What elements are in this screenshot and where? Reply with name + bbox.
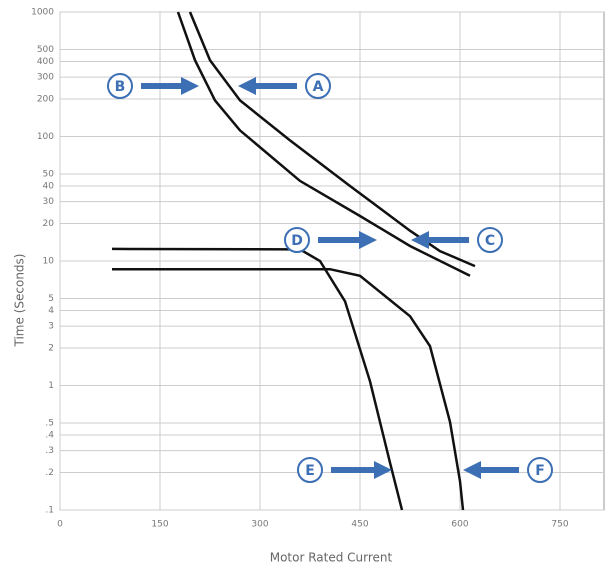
x-tick-label: 0 — [57, 520, 63, 530]
y-tick-label: 100 — [37, 132, 54, 142]
y-tick-label: 1000 — [31, 8, 54, 18]
x-tick-label: 300 — [251, 520, 268, 530]
y-tick-label: .4 — [45, 431, 54, 441]
y-tick-label: 200 — [37, 95, 54, 105]
x-tick-label: 750 — [551, 520, 568, 530]
curve — [188, 11, 476, 268]
annotation-label: D — [291, 233, 303, 249]
annotation-circle — [477, 227, 503, 253]
annotation-circle — [305, 73, 331, 99]
annotation-label: C — [485, 233, 495, 249]
y-tick-label: 10 — [43, 257, 55, 267]
y-tick-label: .5 — [45, 418, 54, 428]
curve — [112, 267, 465, 511]
y-tick-label: .2 — [45, 468, 54, 478]
x-axis-label: Motor Rated Current — [270, 551, 393, 565]
y-axis-label: Time (Seconds) — [13, 254, 27, 348]
y-tick-label: 3 — [48, 322, 54, 332]
y-tick-label: 300 — [37, 73, 54, 83]
y-tick-label: 30 — [43, 197, 55, 207]
annotation-circle — [284, 227, 310, 253]
annotation-label: E — [305, 463, 315, 479]
y-tick-label: .3 — [45, 446, 54, 456]
y-tick-label: 1 — [48, 381, 54, 391]
curve — [176, 11, 471, 277]
annotation-label: B — [115, 79, 126, 95]
y-tick-label: 5 — [48, 294, 54, 304]
y-tick-label: 400 — [37, 57, 54, 67]
annotation-circle — [107, 73, 133, 99]
annotation-circle — [297, 457, 323, 483]
annotation-label: A — [313, 79, 324, 95]
y-tick-label: 40 — [43, 182, 55, 192]
annotation-circle — [527, 457, 553, 483]
y-tick-label: .1 — [45, 506, 54, 516]
annotation-label: F — [535, 463, 545, 479]
y-tick-label: 20 — [43, 219, 55, 229]
y-tick-label: 2 — [48, 344, 54, 354]
y-tick-label: 4 — [48, 306, 54, 316]
x-tick-label: 150 — [151, 520, 168, 530]
x-tick-label: 600 — [451, 520, 468, 530]
y-tick-label: 50 — [43, 169, 55, 179]
x-tick-label: 450 — [351, 520, 368, 530]
y-tick-label: 500 — [37, 45, 54, 55]
